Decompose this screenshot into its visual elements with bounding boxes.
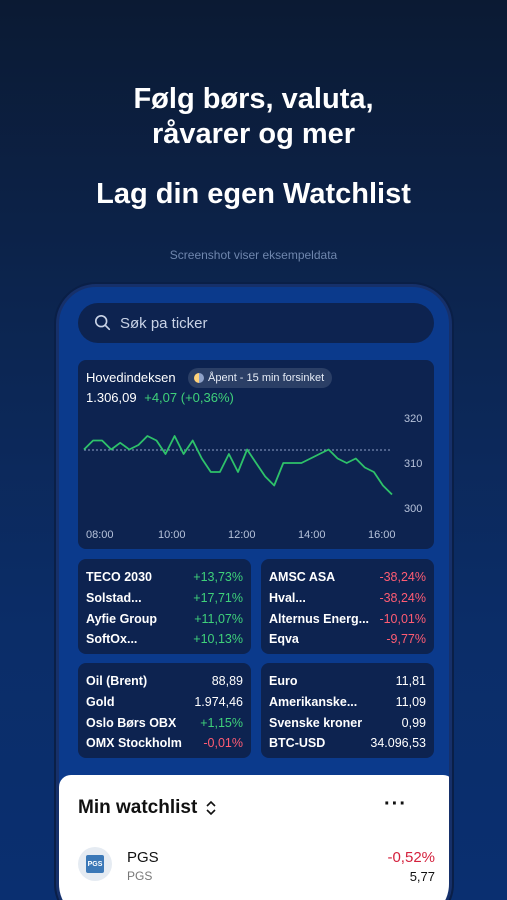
gainer-value: +13,73% xyxy=(193,570,243,584)
gainer-value: +17,71% xyxy=(193,590,243,605)
loser-name: Hval... xyxy=(269,590,306,605)
search-placeholder: Søk pa ticker xyxy=(120,314,208,332)
currency-name: Amerikanske... xyxy=(269,694,358,709)
headline-line-2: råvarer og mer xyxy=(151,118,356,150)
currency-name: Euro xyxy=(269,674,298,688)
stock-logo: PGS xyxy=(78,847,112,881)
x-tick-label: 14:00 xyxy=(298,529,326,541)
market-value: +1,15% xyxy=(200,715,243,730)
gainer-value: +10,13% xyxy=(193,632,243,647)
market-name: Gold xyxy=(86,694,115,709)
loser-value: -10,01% xyxy=(379,611,426,626)
gainer-row[interactable]: Ayfie Group +11,07% xyxy=(86,609,243,630)
top-losers-card[interactable]: AMSC ASA -38,24% Hval... -38,24% Alternus En… xyxy=(261,559,434,654)
index-change: +4,07 (+0,36%) xyxy=(144,390,234,405)
currency-name: BTC-USD xyxy=(269,736,326,751)
currency-row[interactable]: Euro 11,81 xyxy=(269,671,426,692)
more-options-button[interactable]: ··· xyxy=(384,793,407,815)
y-tick-label: 320 xyxy=(404,413,422,425)
currency-value: 11,81 xyxy=(395,674,426,688)
loser-name: Eqva xyxy=(269,632,299,647)
loser-row[interactable]: Hval... -38,24% xyxy=(269,588,426,609)
loser-value: -38,24% xyxy=(379,590,426,605)
gainer-name: TECO 2030 xyxy=(86,570,153,584)
currency-name: Svenske kroner xyxy=(269,715,363,730)
market-row[interactable]: Oil (Brent) 88,89 xyxy=(86,671,243,692)
index-value: 1.306,09 xyxy=(86,390,137,405)
markets-list: Oil (Brent) 88,89 Gold 1.974,46 Oslo Børs OB… xyxy=(86,671,243,754)
headline-line-1: Følg børs, valuta, xyxy=(133,83,374,115)
market-value: 1.974,46 xyxy=(194,694,243,709)
losers-list: AMSC ASA -38,24% Hval... -38,24% Alternus En… xyxy=(269,567,426,650)
watchlist-title: Min watchlist xyxy=(78,797,198,818)
stock-logo-text: PGS xyxy=(86,855,104,873)
headline-watchlist: Lag din egen Watchlist xyxy=(96,178,411,210)
loser-value: -9,77% xyxy=(386,632,426,647)
gainer-name: Ayfie Group xyxy=(86,611,158,626)
gainer-row[interactable]: SoftOx... +10,13% xyxy=(86,629,243,650)
loser-row[interactable]: Eqva -9,77% xyxy=(269,629,426,650)
phone-frame: Søk pa ticker 320 310 300 08:00 10:00 12:00 14… xyxy=(56,284,452,900)
market-name: Oslo Børs OBX xyxy=(86,715,177,730)
market-name: Oil (Brent) xyxy=(86,674,148,688)
gainer-name: SoftOx... xyxy=(86,632,138,647)
headline: Følg børs, valuta, råvarer og mer xyxy=(0,82,507,152)
watchlist-panel: Min watchlist ··· PGS PGS PGS -0,52% 5,7… xyxy=(59,775,449,900)
market-status-icon xyxy=(194,373,204,383)
loser-row[interactable]: AMSC ASA -38,24% xyxy=(269,567,426,588)
stock-change: -0,52% xyxy=(387,849,435,866)
markets-card[interactable]: Oil (Brent) 88,89 Gold 1.974,46 Oslo Børs OB… xyxy=(78,663,251,758)
x-tick-label: 08:00 xyxy=(86,529,114,541)
market-name: OMX Stockholm xyxy=(86,736,182,751)
currencies-list: Euro 11,81 Amerikanske... 11,09 Svenske kron… xyxy=(269,671,426,754)
stock-ticker: PGS xyxy=(127,869,153,883)
index-chart: 320 310 300 08:00 10:00 12:00 14:00 16:00 xyxy=(83,413,422,541)
loser-name: AMSC ASA xyxy=(269,570,336,584)
market-status-text: Åpent - 15 min forsinket xyxy=(208,372,325,384)
currency-value: 34.096,53 xyxy=(370,736,426,751)
index-value-line: 1.306,09 +4,07 (+0,36%) xyxy=(86,390,234,405)
gainer-name: Solstad... xyxy=(86,590,142,605)
currency-value: 11,09 xyxy=(395,694,426,709)
stock-price: 5,77 xyxy=(409,869,435,884)
market-value: 88,89 xyxy=(211,674,243,688)
loser-value: -38,24% xyxy=(379,570,426,584)
y-tick-label: 310 xyxy=(404,458,422,470)
top-gainers-card[interactable]: TECO 2030 +13,73% Solstad... +17,71% Ayfie G… xyxy=(78,559,251,654)
x-tick-label: 10:00 xyxy=(158,529,186,541)
gainer-row[interactable]: Solstad... +17,71% xyxy=(86,588,243,609)
currency-value: 0,99 xyxy=(401,715,426,730)
loser-name: Alternus Energ... xyxy=(269,611,370,626)
index-chart-card[interactable]: 320 310 300 08:00 10:00 12:00 14:00 16:00 Hoved… xyxy=(78,360,434,549)
y-tick-label: 300 xyxy=(404,503,422,515)
x-tick-label: 16:00 xyxy=(368,529,396,541)
loser-row[interactable]: Alternus Energ... -10,01% xyxy=(269,609,426,630)
market-status-badge: Åpent - 15 min forsinket xyxy=(188,368,333,388)
market-row[interactable]: Oslo Børs OBX +1,15% xyxy=(86,713,243,734)
gainer-value: +11,07% xyxy=(194,611,243,626)
caption: Screenshot viser eksempeldata xyxy=(169,248,338,262)
currency-row[interactable]: Amerikanske... 11,09 xyxy=(269,692,426,713)
watchlist-title-row[interactable]: Min watchlist xyxy=(78,797,217,819)
index-name: Hovedindeksen xyxy=(86,370,176,385)
stock-name: PGS xyxy=(127,849,159,866)
gainer-row[interactable]: TECO 2030 +13,73% xyxy=(86,567,243,588)
x-tick-label: 12:00 xyxy=(228,529,256,541)
currency-row[interactable]: Svenske kroner 0,99 xyxy=(269,713,426,734)
gainers-list: TECO 2030 +13,73% Solstad... +17,71% Ayfie G… xyxy=(86,567,243,650)
market-row[interactable]: OMX Stockholm -0,01% xyxy=(86,733,243,754)
market-value: -0,01% xyxy=(203,736,243,751)
sort-chevrons-icon xyxy=(206,800,216,816)
search-icon xyxy=(94,314,111,331)
currencies-card[interactable]: Euro 11,81 Amerikanske... 11,09 Svenske kron… xyxy=(261,663,434,758)
currency-row[interactable]: BTC-USD 34.096,53 xyxy=(269,733,426,754)
search-input[interactable]: Søk pa ticker xyxy=(78,303,434,343)
index-series-line xyxy=(83,435,393,496)
market-row[interactable]: Gold 1.974,46 xyxy=(86,692,243,713)
